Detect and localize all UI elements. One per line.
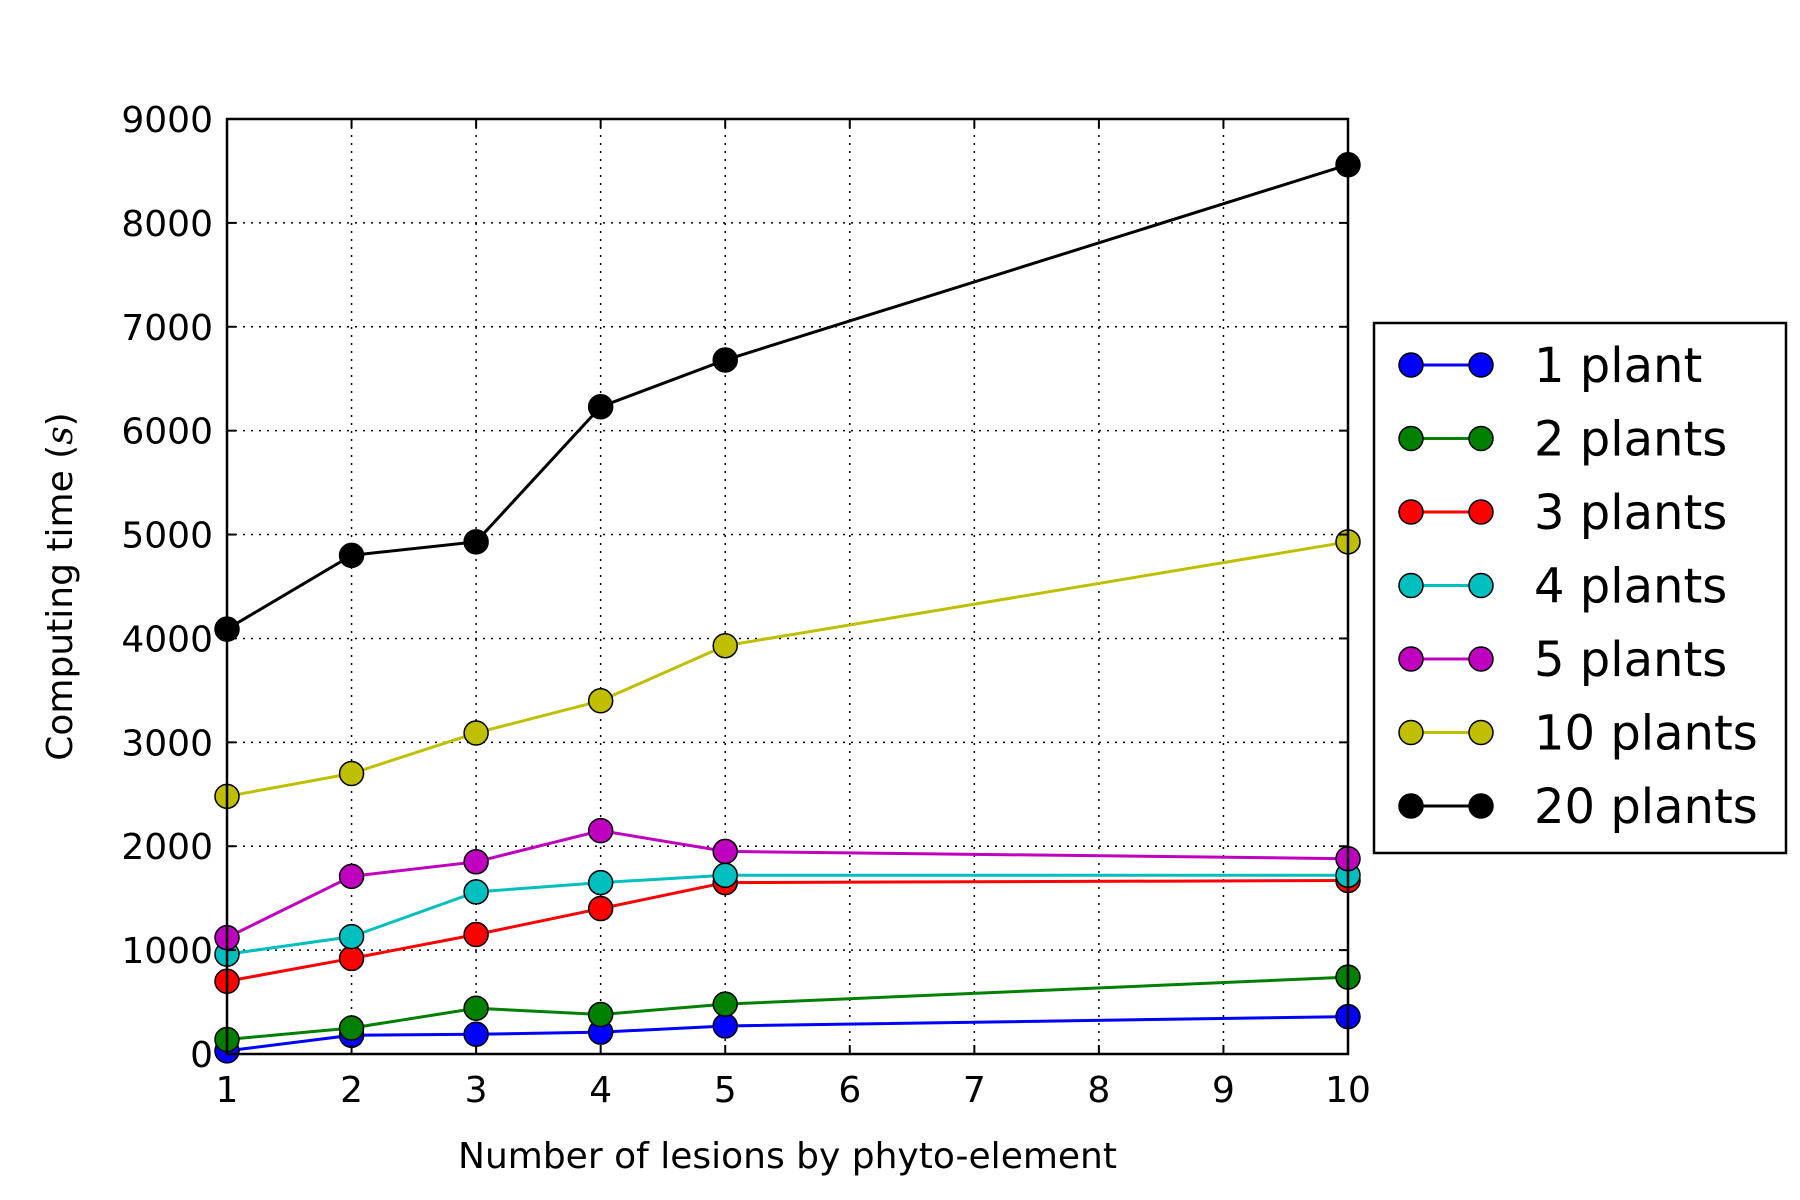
legend-label-0: 1 plant <box>1534 338 1702 394</box>
x-axis-ticks: 1 2 3 4 5 6 7 8 9 10 <box>216 119 1371 1111</box>
series-3-point-3 <box>587 869 614 896</box>
series-2-point-1 <box>338 945 365 972</box>
series-5-point-4 <box>712 632 738 659</box>
series-line-5 <box>226 540 1349 798</box>
x-tick-label-3: 3 <box>465 1070 488 1111</box>
plot-frame <box>225 117 1350 1056</box>
series-3-point-2 <box>463 879 489 905</box>
legend-label-6: 20 plants <box>1534 779 1758 835</box>
y-axis-label-prefix: Computing time ( <box>40 445 81 761</box>
series-5-point-1 <box>338 760 365 787</box>
legend-label-4: 5 plants <box>1534 632 1727 688</box>
legend-marker-left-6 <box>1398 793 1424 819</box>
series-6-point-1 <box>338 542 365 569</box>
x-tick-label-6: 6 <box>838 1070 861 1111</box>
legend-marker-right-1 <box>1468 425 1494 452</box>
legend-marker-left-4 <box>1398 646 1424 672</box>
legend-marker-left-0 <box>1398 352 1424 378</box>
y-tick-label-3000: 3000 <box>121 723 213 764</box>
x-tick-label-7: 7 <box>963 1070 986 1111</box>
x-tick-label-2: 2 <box>340 1070 363 1111</box>
series-4-point-3 <box>587 817 614 844</box>
legend-label-5: 10 plants <box>1534 706 1758 762</box>
legend-marker-right-0 <box>1468 352 1494 378</box>
x-tick-label-1: 1 <box>216 1070 239 1111</box>
legend-marker-right-3 <box>1468 572 1494 599</box>
series-line-4 <box>226 829 1349 939</box>
x-tick-label-4: 4 <box>589 1070 612 1111</box>
legend-marker-right-4 <box>1468 646 1494 672</box>
series-5-point-3 <box>587 688 614 714</box>
series-4-point-4 <box>712 838 738 865</box>
legend-marker-right-6 <box>1468 793 1494 819</box>
x-tick-label-9: 9 <box>1212 1070 1235 1111</box>
series-line-1 <box>226 975 1349 1041</box>
y-tick-label-0: 0 <box>190 1035 213 1076</box>
legend-marker-right-5 <box>1468 719 1494 746</box>
y-axis-label-suffix: ) <box>40 412 81 426</box>
legend-marker-left-1 <box>1398 425 1424 452</box>
series-3-point-4 <box>712 862 738 889</box>
x-axis-label: Number of lesions by phyto-element <box>458 1136 1117 1177</box>
legend-marker-left-5 <box>1398 719 1424 746</box>
series-lines <box>226 163 1349 1053</box>
legend-label-2: 3 plants <box>1534 485 1727 541</box>
y-tick-label-6000: 6000 <box>121 412 213 453</box>
series-1-point-2 <box>463 995 489 1022</box>
legend-marker-left-2 <box>1398 499 1424 525</box>
legend-marker-left-3 <box>1398 572 1424 599</box>
series-0-point-2 <box>463 1021 489 1048</box>
x-tick-label-5: 5 <box>714 1070 737 1111</box>
series-1-point-3 <box>587 1001 614 1028</box>
y-tick-label-9000: 9000 <box>121 100 213 141</box>
series-line-2 <box>226 879 1349 983</box>
legend-marker-right-2 <box>1468 499 1494 525</box>
legend-box <box>1372 321 1788 855</box>
series-line-3 <box>226 873 1348 956</box>
y-tick-label-8000: 8000 <box>121 204 213 245</box>
series-6-point-3 <box>587 394 614 420</box>
series-2-point-3 <box>587 895 614 922</box>
legend: 1 plant 2 plants 3 plants 4 plants 5 plants 1… <box>1372 321 1788 855</box>
y-axis-ticks: 0 1000 2000 3000 4000 5000 6000 7000 8000 9000 <box>121 100 1348 1076</box>
series-line-0 <box>226 1015 1349 1053</box>
y-tick-label-1000: 1000 <box>121 931 213 972</box>
y-tick-label-4000: 4000 <box>121 619 213 660</box>
series-5-point-2 <box>463 720 489 746</box>
y-axis-label: Computing time (s) <box>40 412 81 760</box>
series-3-point-1 <box>338 923 365 950</box>
y-axis-label-unit: s <box>40 426 81 444</box>
legend-label-1: 2 plants <box>1534 412 1727 468</box>
series-0-point-4 <box>712 1013 738 1039</box>
series-6-point-4 <box>712 347 738 373</box>
series-2-point-2 <box>463 921 489 948</box>
x-tick-label-8: 8 <box>1087 1070 1110 1111</box>
grid <box>227 119 1348 1054</box>
y-tick-label-2000: 2000 <box>121 827 213 868</box>
series-4-point-2 <box>463 849 489 875</box>
x-tick-label-10: 10 <box>1325 1070 1371 1111</box>
series-6-point-2 <box>463 529 489 555</box>
series-1-point-1 <box>338 1015 365 1041</box>
y-tick-label-5000: 5000 <box>121 516 213 557</box>
y-tick-label-7000: 7000 <box>121 308 213 349</box>
series-markers <box>214 151 1361 1064</box>
series-4-point-1 <box>338 863 365 890</box>
series-1-point-4 <box>712 991 738 1017</box>
legend-label-3: 4 plants <box>1534 559 1727 615</box>
series-line-6 <box>226 163 1349 631</box>
